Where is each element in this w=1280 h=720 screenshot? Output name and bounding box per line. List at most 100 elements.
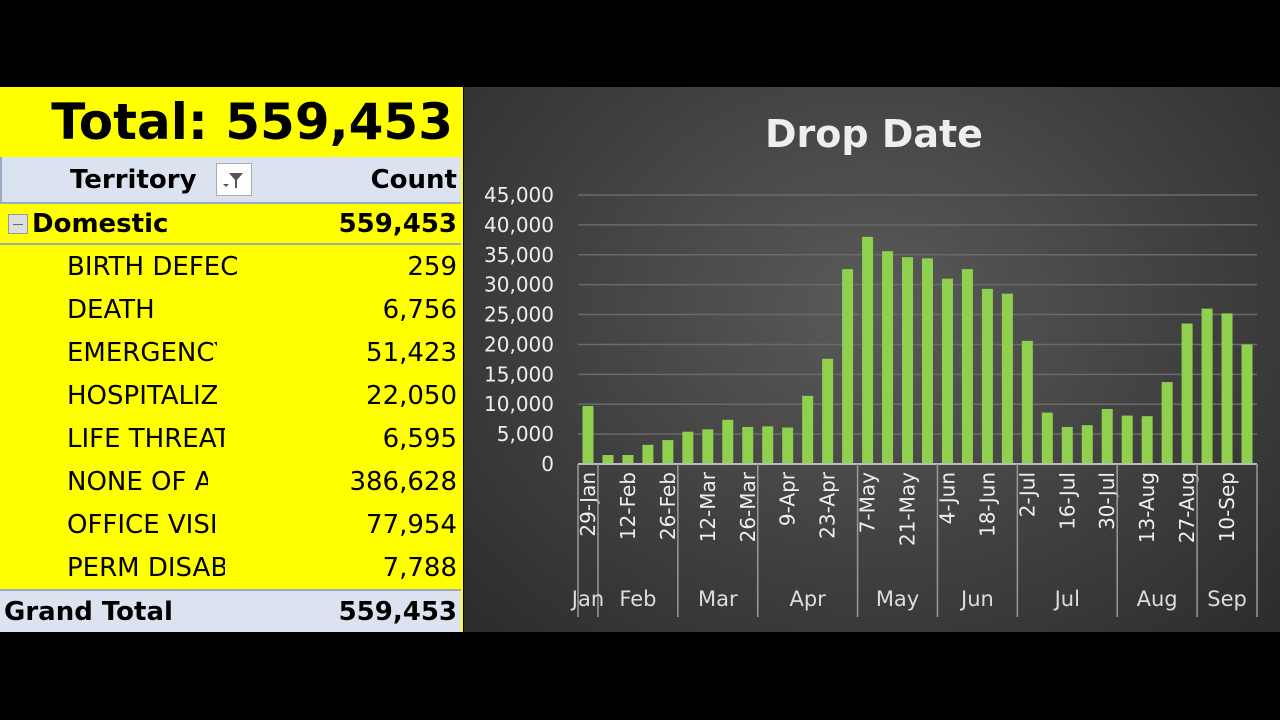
group-row-domestic: Domestic 559,453 <box>0 202 461 245</box>
bar-23-Jul <box>1081 425 1093 464</box>
bar-20-Aug <box>1161 382 1173 464</box>
filter-dropdown-button[interactable] <box>216 163 252 196</box>
y-tick-label: 35,000 <box>484 243 554 267</box>
bar-18-Jun <box>981 288 993 464</box>
x-tick-label: 12-Feb <box>616 472 640 540</box>
total-label: Total: 559,453 <box>51 93 453 151</box>
bar-12-Mar <box>702 429 714 464</box>
bar-26-Feb <box>662 440 674 464</box>
row-label: EMERGENCY <box>67 337 217 368</box>
row-label: LIFE THREATEN <box>67 423 225 454</box>
pivot-row: PERM DISABIL 7,788 <box>0 546 461 589</box>
territory-header: Territory <box>70 164 197 195</box>
group-value: 559,453 <box>338 208 457 239</box>
bar-5-Feb <box>602 455 614 464</box>
bar-19-Feb <box>642 444 654 464</box>
filter-icon <box>223 173 243 188</box>
count-header: Count <box>370 164 457 195</box>
x-tick-label: 29-Jan <box>576 472 600 537</box>
bar-4-Jun <box>941 278 953 464</box>
pivot-row: EMERGENCY 51,423 <box>0 331 461 374</box>
bar-7-May <box>862 236 874 464</box>
row-label: PERM DISABIL <box>67 552 225 583</box>
x-tick-label: 16-Jul <box>1055 472 1079 530</box>
grand-total-value: 559,453 <box>338 596 457 627</box>
row-label: HOSPITALIZAT <box>67 380 217 411</box>
x-tick-label: 18-Jun <box>975 472 999 537</box>
month-label: May <box>876 587 919 611</box>
bar-3-Sep <box>1201 308 1213 464</box>
x-tick-label: 2-Jul <box>1015 472 1039 517</box>
row-value: 7,788 <box>382 552 457 583</box>
row-value: 6,595 <box>382 423 457 454</box>
bar-30-Apr <box>842 269 854 464</box>
bar-9-Jul <box>1041 412 1053 464</box>
x-tick-label: 9-Apr <box>776 471 800 526</box>
pivot-row: HOSPITALIZAT 22,050 <box>0 374 461 417</box>
bar-2-Jul <box>1021 340 1033 464</box>
drop-date-chart: Drop Date 0 5,000 10,000 15,000 20,000 25,000… <box>464 87 1280 632</box>
bar-17-Sep <box>1241 344 1253 464</box>
month-label: Feb <box>619 587 656 611</box>
y-tick-label: 5,000 <box>497 422 554 446</box>
month-label: Sep <box>1207 587 1247 611</box>
pivot-table: Total: 559,453 Territory Count Domestic … <box>0 87 463 632</box>
pivot-row: DEATH 6,756 <box>0 288 461 331</box>
x-tick-label: 23-Apr <box>816 471 840 539</box>
row-label: OFFICE VISIT <box>67 509 217 540</box>
y-tick-label: 0 <box>541 452 554 476</box>
bar-21-May <box>902 257 914 464</box>
month-label: Jun <box>959 587 994 611</box>
row-label: DEATH <box>67 294 155 325</box>
bar-10-Sep <box>1221 313 1233 464</box>
month-label: Aug <box>1137 587 1178 611</box>
x-tick-label: 13-Aug <box>1135 472 1159 543</box>
row-value: 259 <box>407 251 458 282</box>
grand-total-label: Grand Total <box>4 596 173 627</box>
row-label: NONE OF ABO <box>67 466 209 497</box>
bar-29-Jan <box>582 406 594 464</box>
bar-23-Apr <box>822 358 834 464</box>
pivot-row: OFFICE VISIT 77,954 <box>0 503 461 546</box>
x-tick-label: 7-May <box>856 472 880 533</box>
y-tick-label: 25,000 <box>484 303 554 327</box>
row-value: 51,423 <box>366 337 458 368</box>
y-tick-label: 45,000 <box>484 183 554 207</box>
month-label: Jan <box>570 587 604 611</box>
month-label: Mar <box>698 587 738 611</box>
pivot-row: BIRTH DEFECT 259 <box>0 245 461 288</box>
y-tick-label: 10,000 <box>484 392 554 416</box>
bar-26-Mar <box>742 426 754 464</box>
x-tick-label: 27-Aug <box>1175 472 1199 543</box>
month-label: Apr <box>789 587 826 611</box>
bar-9-Apr <box>782 427 794 464</box>
x-tick-label: 10-Sep <box>1215 472 1239 542</box>
bar-19-Mar <box>722 419 734 464</box>
pivot-row: NONE OF ABO 386,628 <box>0 460 461 503</box>
x-tick-label: 26-Feb <box>656 472 680 540</box>
month-label: Jul <box>1053 587 1080 611</box>
x-tick-label: 26-Mar <box>736 471 760 542</box>
pivot-header-row: Territory Count <box>0 157 461 202</box>
group-label: Domestic <box>32 208 169 239</box>
bar-27-Aug <box>1181 323 1193 464</box>
pivot-row: LIFE THREATEN 6,595 <box>0 417 461 460</box>
row-label: BIRTH DEFECT <box>67 251 238 282</box>
bar-16-Apr <box>802 395 814 464</box>
bar-12-Feb <box>622 455 634 464</box>
bar-28-May <box>921 258 933 464</box>
x-tick-label: 21-May <box>896 472 920 546</box>
bar-16-Jul <box>1061 426 1073 464</box>
row-value: 6,756 <box>382 294 457 325</box>
bar-25-Jun <box>1001 293 1013 464</box>
row-value: 386,628 <box>349 466 457 497</box>
x-tick-label: 4-Jun <box>935 472 959 524</box>
collapse-icon[interactable] <box>8 213 28 234</box>
bar-13-Aug <box>1141 416 1153 464</box>
y-tick-label: 40,000 <box>484 213 554 237</box>
bar-30-Jul <box>1101 409 1113 464</box>
y-tick-label: 30,000 <box>484 273 554 297</box>
grand-total-row: Grand Total 559,453 <box>0 589 461 632</box>
bar-5-Mar <box>682 431 694 464</box>
x-tick-label: 30-Jul <box>1095 472 1119 530</box>
